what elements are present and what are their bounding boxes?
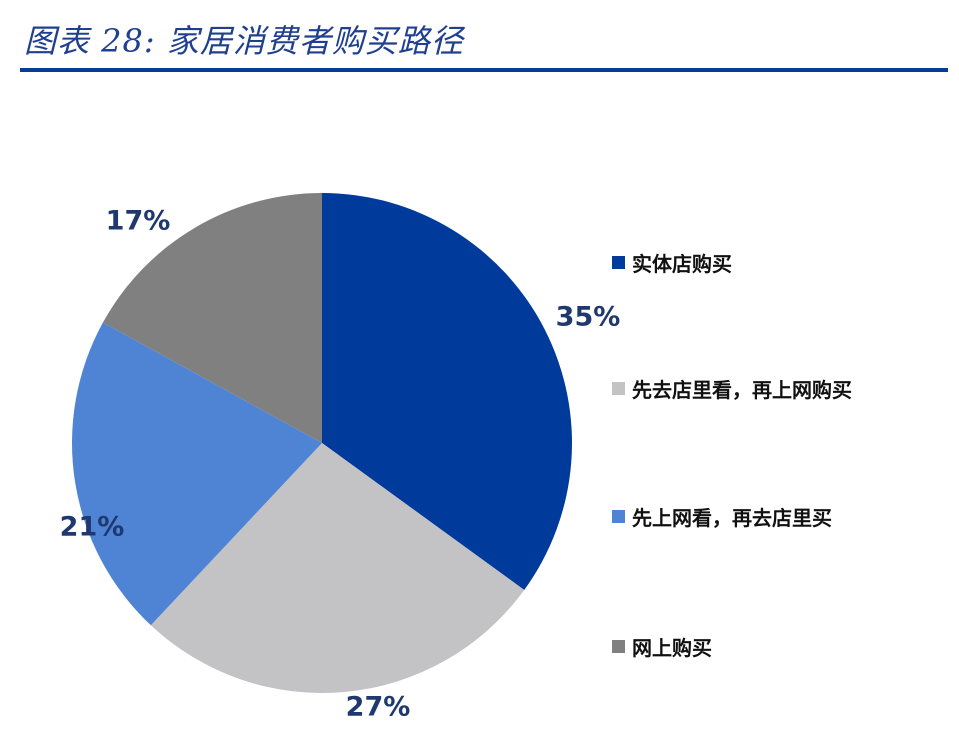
pie-slice <box>150 443 525 693</box>
legend-swatch <box>612 510 625 523</box>
pie-slice <box>71 322 323 626</box>
slice-percent-label: 21% <box>60 512 125 543</box>
legend-label: 先上网看，再去店里买 <box>632 506 832 530</box>
pie-labels: 35% 27% 21% 17% <box>60 206 621 723</box>
title-underline <box>20 68 948 72</box>
slice-percent-label: 35% <box>556 302 621 333</box>
legend-label: 先去店里看，再上网购买 <box>632 378 852 402</box>
slice-percent-label: 17% <box>106 206 171 237</box>
chart-title: 图表 28: 家居消费者购买路径 <box>24 22 464 60</box>
legend-item: 网上购买 <box>612 632 712 661</box>
slice-percent-label: 27% <box>346 692 411 723</box>
legend-label: 网上购买 <box>632 636 712 660</box>
legend-swatch <box>612 256 625 269</box>
pie-slice <box>102 193 322 443</box>
legend-item: 先上网看，再去店里买 <box>612 502 832 531</box>
legend-item: 先去店里看，再上网购买 <box>612 374 852 403</box>
legend-item: 实体店购买 <box>612 248 732 277</box>
pie-slices <box>71 193 572 693</box>
legend-swatch <box>612 382 625 395</box>
legend-label: 实体店购买 <box>632 252 732 276</box>
pie-slice <box>322 193 572 590</box>
legend-swatch <box>612 640 625 653</box>
